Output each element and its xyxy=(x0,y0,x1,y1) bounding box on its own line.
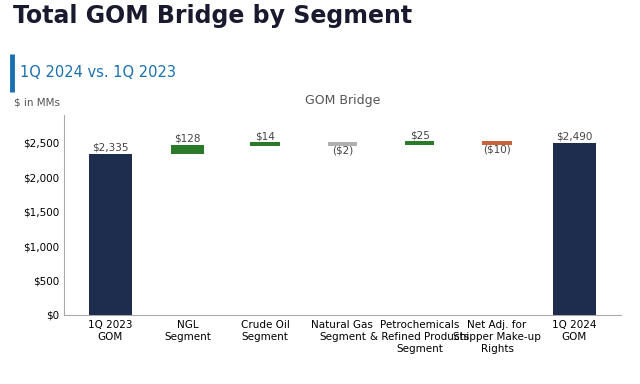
Text: $2,335: $2,335 xyxy=(92,142,129,152)
Text: ($2): ($2) xyxy=(332,145,353,155)
Bar xyxy=(250,142,280,146)
Text: ($10): ($10) xyxy=(483,144,511,154)
Text: 1Q 2024 vs. 1Q 2023: 1Q 2024 vs. 1Q 2023 xyxy=(20,65,177,80)
Bar xyxy=(553,144,596,315)
Text: $14: $14 xyxy=(255,132,275,142)
Text: $128: $128 xyxy=(175,133,201,143)
Bar xyxy=(89,154,132,315)
Bar xyxy=(405,141,435,145)
Text: $2,490: $2,490 xyxy=(556,131,593,141)
Text: $25: $25 xyxy=(410,130,429,140)
Text: GOM Bridge: GOM Bridge xyxy=(305,94,380,107)
Bar xyxy=(328,142,357,146)
Text: $ in MMs: $ in MMs xyxy=(14,97,60,107)
Text: Total GOM Bridge by Segment: Total GOM Bridge by Segment xyxy=(13,4,412,28)
Bar xyxy=(483,141,512,145)
Bar xyxy=(172,145,204,154)
